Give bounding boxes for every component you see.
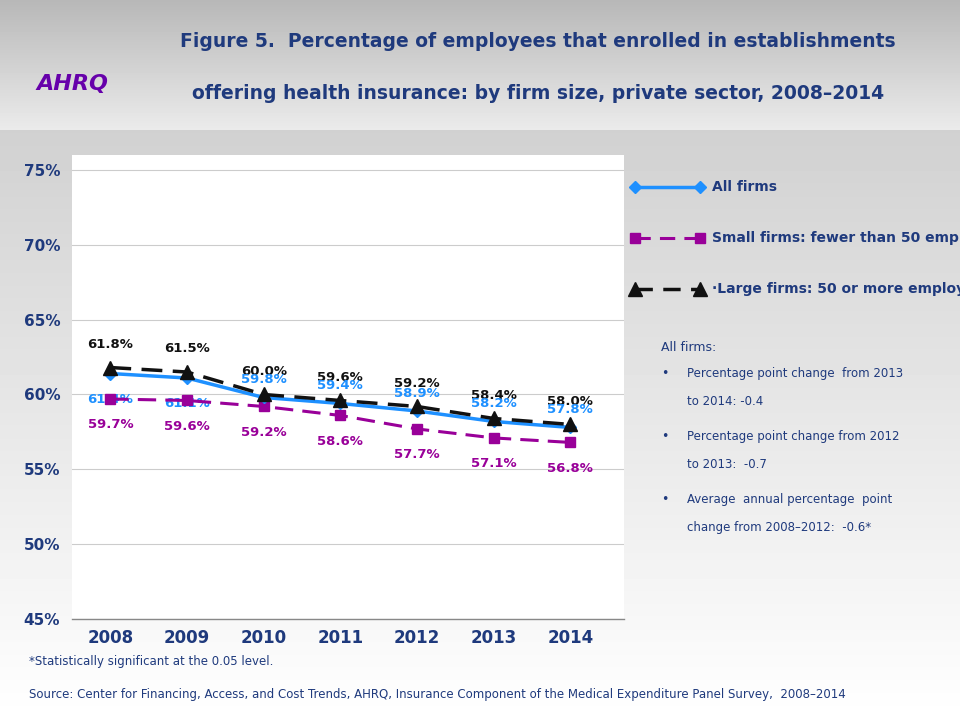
Text: to 2013:  -0.7: to 2013: -0.7: [686, 458, 767, 471]
Text: 59.8%: 59.8%: [241, 374, 286, 387]
Text: Percentage point change from 2012: Percentage point change from 2012: [686, 430, 900, 444]
Text: •: •: [660, 430, 668, 444]
Text: 60.0%: 60.0%: [241, 365, 287, 378]
Text: ·Large firms: 50 or more employees: ·Large firms: 50 or more employees: [712, 282, 960, 297]
Text: 58.0%: 58.0%: [547, 395, 593, 408]
Text: AHRQ: AHRQ: [36, 74, 108, 94]
Text: 56.8%: 56.8%: [547, 462, 593, 475]
Text: 59.7%: 59.7%: [87, 418, 133, 431]
Text: 59.4%: 59.4%: [318, 379, 363, 392]
Text: 59.2%: 59.2%: [395, 377, 440, 390]
Text: 58.9%: 58.9%: [395, 387, 440, 400]
Text: 59.6%: 59.6%: [318, 371, 363, 384]
Text: 57.8%: 57.8%: [547, 403, 593, 416]
Text: 59.2%: 59.2%: [241, 426, 286, 439]
Text: to 2014: -0.4: to 2014: -0.4: [686, 395, 763, 408]
Text: 61.1%: 61.1%: [164, 397, 210, 410]
Text: Figure 5.  Percentage of employees that enrolled in establishments: Figure 5. Percentage of employees that e…: [180, 32, 896, 51]
Text: Percentage point change  from 2013: Percentage point change from 2013: [686, 367, 902, 380]
Text: All firms:: All firms:: [660, 341, 716, 354]
Text: 58.4%: 58.4%: [470, 389, 516, 402]
Text: 59.6%: 59.6%: [164, 420, 210, 433]
Text: 61.5%: 61.5%: [164, 342, 210, 356]
Text: 57.1%: 57.1%: [470, 457, 516, 470]
Text: All firms: All firms: [712, 180, 778, 194]
Text: *Statistically significant at the 0.05 level.: *Statistically significant at the 0.05 l…: [29, 655, 274, 668]
Text: •: •: [660, 493, 668, 506]
Text: 58.6%: 58.6%: [318, 435, 363, 448]
Text: offering health insurance: by firm size, private sector, 2008–2014: offering health insurance: by firm size,…: [192, 84, 883, 103]
Text: 61.4%: 61.4%: [87, 393, 133, 406]
Text: Average  annual percentage  point: Average annual percentage point: [686, 493, 892, 506]
Text: •: •: [660, 367, 668, 380]
Text: Small firms: fewer than 50 employees: Small firms: fewer than 50 employees: [712, 231, 960, 246]
Text: 57.7%: 57.7%: [395, 449, 440, 462]
Text: change from 2008–2012:  -0.6*: change from 2008–2012: -0.6*: [686, 521, 871, 534]
Text: 58.2%: 58.2%: [470, 397, 516, 410]
Text: Source: Center for Financing, Access, and Cost Trends, AHRQ, Insurance Component: Source: Center for Financing, Access, an…: [29, 688, 846, 701]
Text: 61.8%: 61.8%: [87, 338, 133, 351]
